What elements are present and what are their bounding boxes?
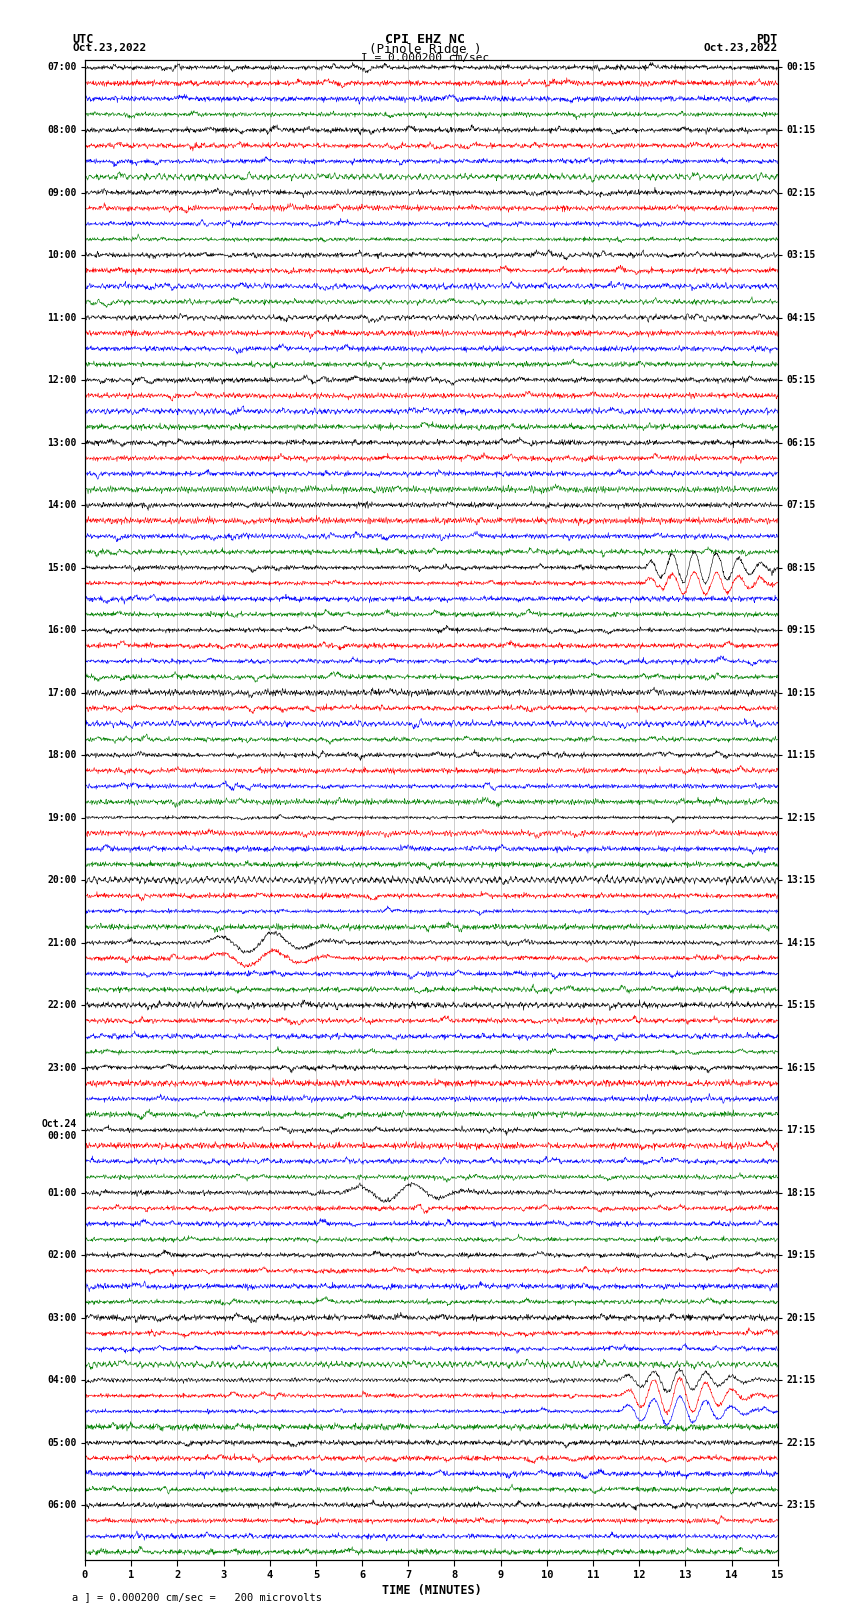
Text: CPI EHZ NC: CPI EHZ NC xyxy=(385,32,465,47)
Text: Oct.23,2022: Oct.23,2022 xyxy=(704,44,778,53)
Text: a ] = 0.000200 cm/sec =   200 microvolts: a ] = 0.000200 cm/sec = 200 microvolts xyxy=(72,1592,322,1603)
Text: UTC: UTC xyxy=(72,32,94,47)
Text: Oct.23,2022: Oct.23,2022 xyxy=(72,44,146,53)
X-axis label: TIME (MINUTES): TIME (MINUTES) xyxy=(382,1584,481,1597)
Text: (Pinole Ridge ): (Pinole Ridge ) xyxy=(369,44,481,56)
Text: PDT: PDT xyxy=(756,32,778,47)
Text: I = 0.000200 cm/sec: I = 0.000200 cm/sec xyxy=(361,53,489,63)
